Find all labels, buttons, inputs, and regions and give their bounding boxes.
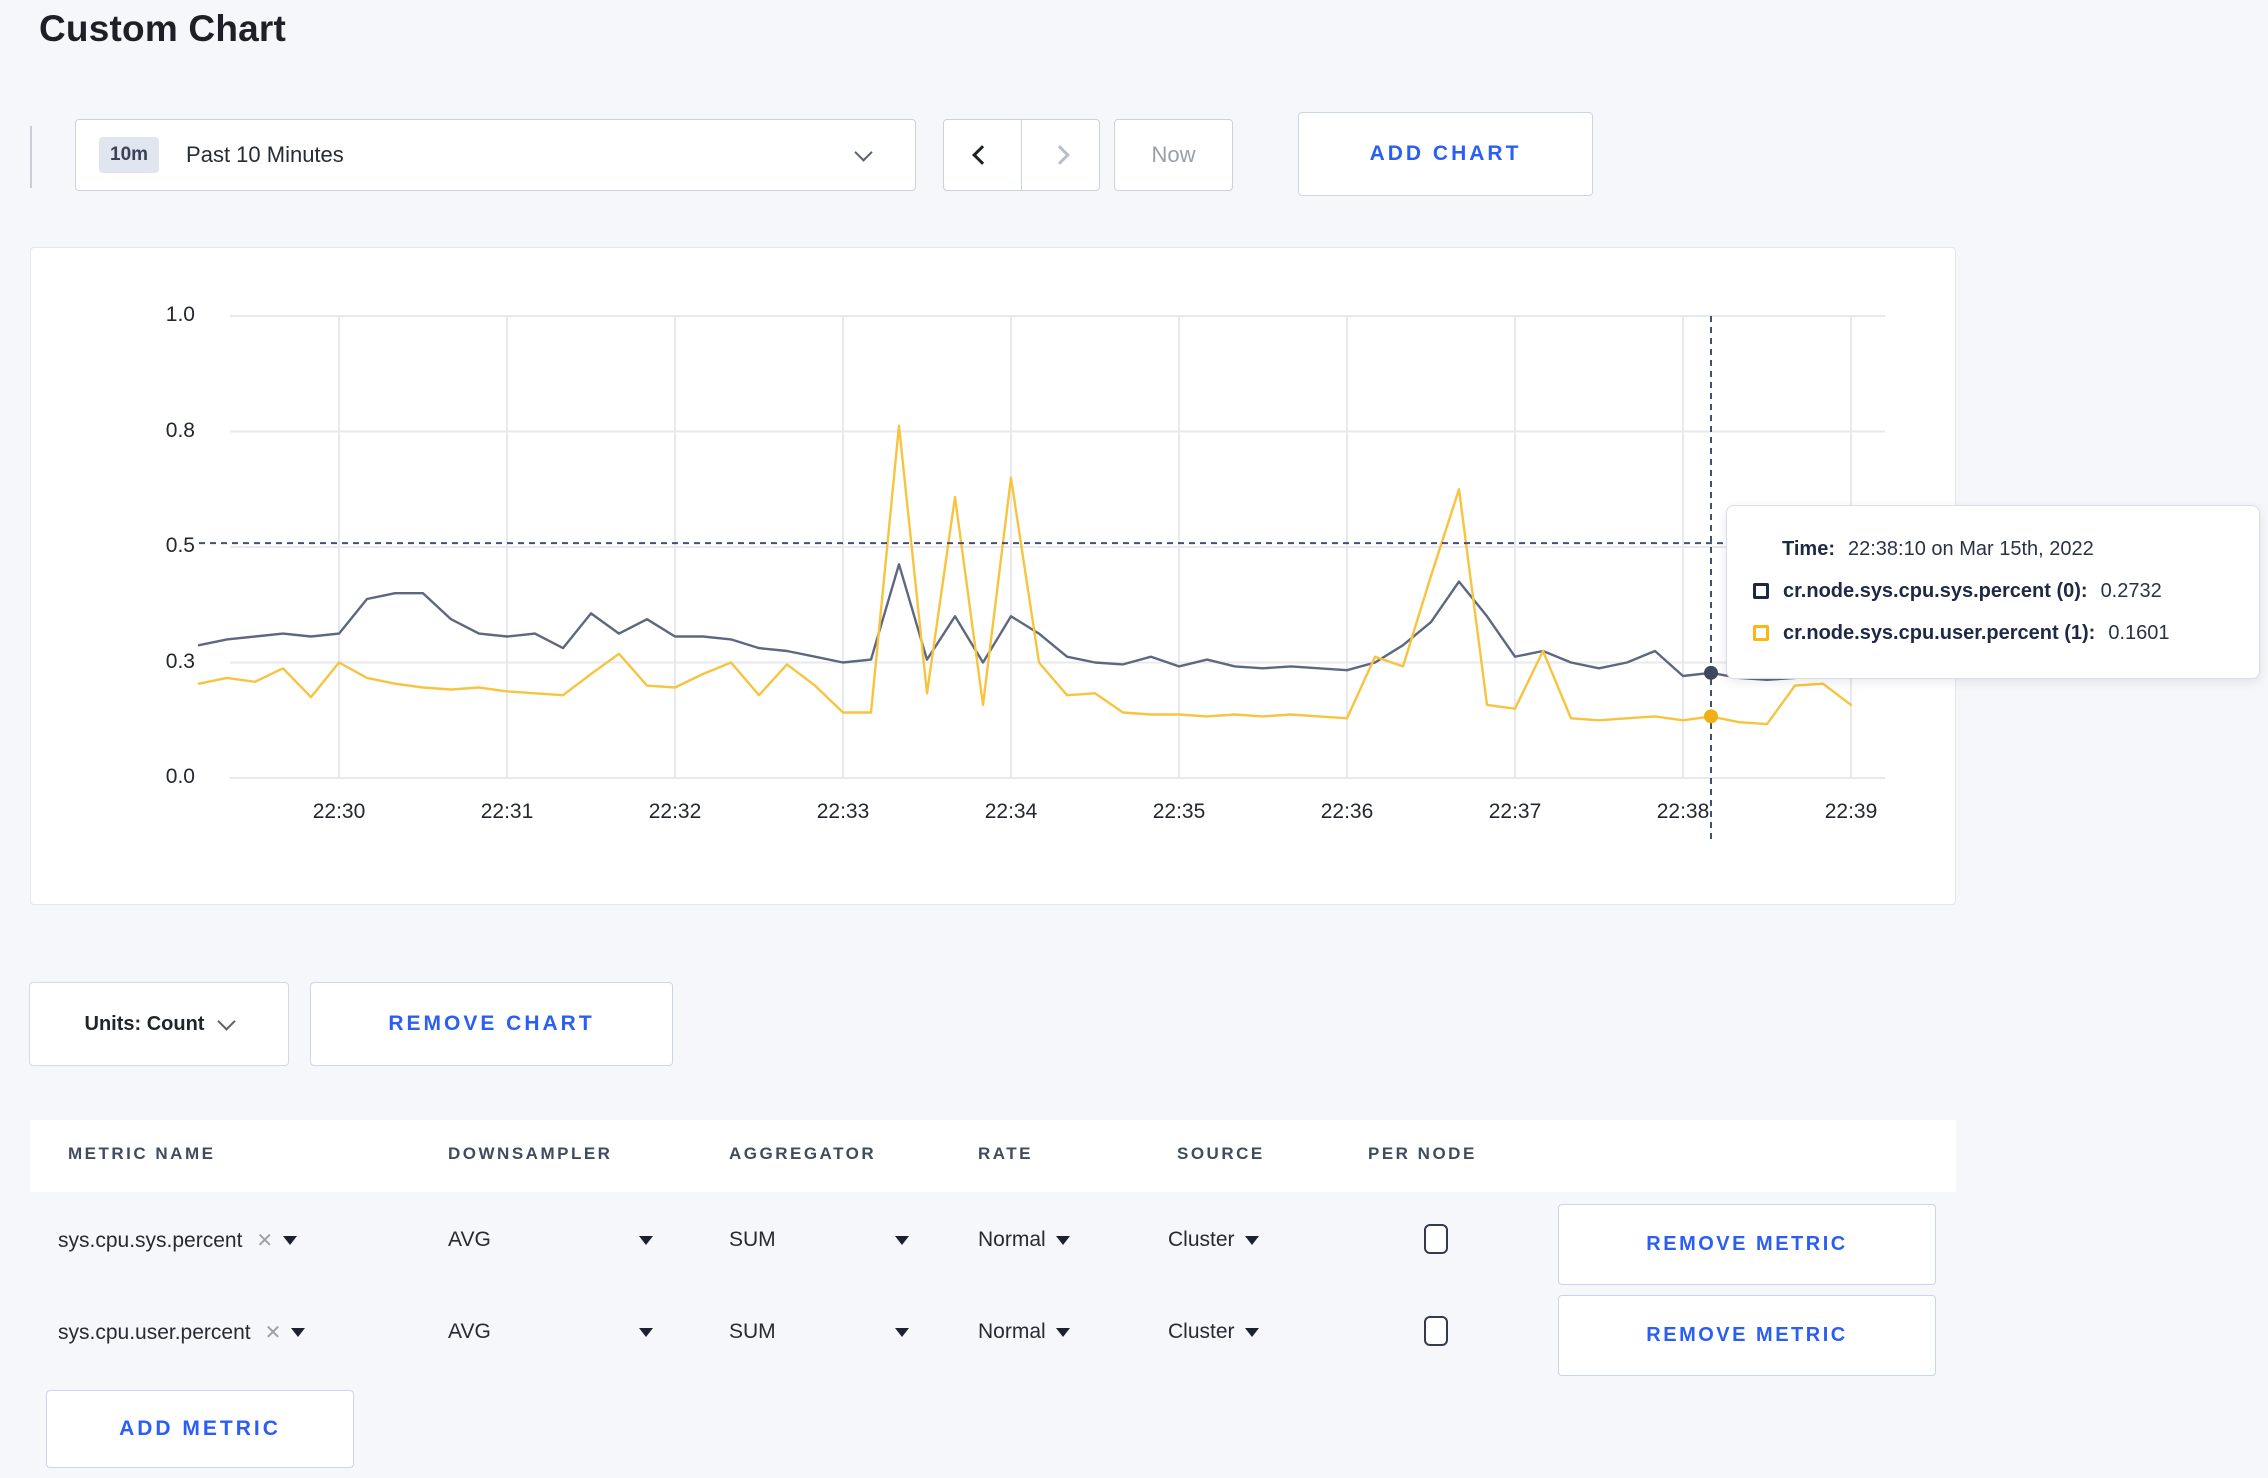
x-tick-label: 22:37 <box>1488 800 1542 823</box>
tooltip-series-user-label: cr.node.sys.cpu.user.percent (1): <box>1783 621 2096 644</box>
downsampler-value: AVG <box>448 1320 491 1343</box>
now-button[interactable]: Now <box>1114 119 1233 191</box>
add-chart-button[interactable]: ADD CHART <box>1298 112 1593 196</box>
aggregator-select[interactable]: SUM <box>729 1320 909 1344</box>
units-select-label: Units: Count <box>84 1012 205 1035</box>
col-source: SOURCE <box>1177 1144 1265 1163</box>
col-aggregator: AGGREGATOR <box>729 1144 877 1163</box>
caret-down-icon <box>291 1328 306 1337</box>
aggregator-value: SUM <box>729 1320 776 1343</box>
source-select[interactable]: Cluster <box>1168 1228 1259 1252</box>
downsampler-select[interactable]: AVG <box>448 1320 653 1344</box>
col-downsampler: DOWNSAMPLER <box>448 1144 613 1163</box>
next-range-button[interactable] <box>1021 119 1100 191</box>
aggregator-select[interactable]: SUM <box>729 1228 909 1252</box>
time-range-label: Past 10 Minutes <box>186 142 344 167</box>
y-tick-label: 0.3 <box>165 649 195 673</box>
x-tick-label: 22:38 <box>1656 800 1710 823</box>
page-title: Custom Chart <box>39 8 287 49</box>
caret-down-icon <box>1055 1235 1070 1245</box>
caret-down-icon <box>895 1327 909 1337</box>
x-tick-label: 22:31 <box>480 800 534 823</box>
time-range-badge: 10m <box>99 137 160 173</box>
caret-down-icon <box>1055 1327 1070 1337</box>
source-value: Cluster <box>1168 1228 1235 1251</box>
rate-value: Normal <box>978 1320 1046 1343</box>
metric-name-select[interactable]: sys.cpu.sys.percent ✕ <box>58 1228 298 1253</box>
remove-chart-button[interactable]: REMOVE CHART <box>310 982 673 1066</box>
time-range-nav <box>943 119 1100 191</box>
x-tick-label: 22:30 <box>312 800 366 823</box>
series-sys-legend-swatch <box>1753 583 1769 599</box>
remove-metric-button[interactable]: REMOVE METRIC <box>1558 1295 1936 1376</box>
toolbar-divider <box>30 126 32 188</box>
per-node-checkbox[interactable] <box>1424 1316 1448 1346</box>
y-tick-label: 0.5 <box>165 534 195 557</box>
prev-range-button[interactable] <box>943 119 1022 191</box>
downsampler-value: AVG <box>448 1228 491 1251</box>
metric-name-value: sys.cpu.user.percent <box>58 1320 251 1344</box>
caret-down-icon <box>283 1236 298 1245</box>
rate-value: Normal <box>978 1228 1046 1251</box>
rate-select[interactable]: Normal <box>978 1228 1070 1252</box>
x-tick-label: 22:36 <box>1320 800 1374 823</box>
x-tick-label: 22:32 <box>648 800 702 823</box>
clear-metric-icon[interactable]: ✕ <box>256 1230 274 1252</box>
x-tick-label: 22:34 <box>984 800 1038 823</box>
tooltip-time-label: Time: <box>1782 537 1835 560</box>
caret-down-icon <box>895 1235 909 1245</box>
aggregator-value: SUM <box>729 1228 776 1251</box>
y-tick-label: 0.8 <box>165 418 195 442</box>
tooltip-time-value: 22:38:10 on Mar 15th, 2022 <box>1847 537 2094 560</box>
remove-metric-button[interactable]: REMOVE METRIC <box>1558 1204 1936 1285</box>
rate-select[interactable]: Normal <box>978 1320 1070 1344</box>
caret-down-icon <box>1244 1327 1259 1337</box>
downsampler-select[interactable]: AVG <box>448 1228 653 1252</box>
per-node-checkbox[interactable] <box>1424 1224 1448 1254</box>
col-metric-name: METRIC NAME <box>68 1144 216 1163</box>
y-tick-label: 0.0 <box>165 765 195 788</box>
x-tick-label: 22:39 <box>1824 800 1878 823</box>
caret-down-icon <box>639 1327 653 1337</box>
time-range-select[interactable]: 10m Past 10 Minutes <box>75 119 916 191</box>
clear-metric-icon[interactable]: ✕ <box>264 1322 282 1344</box>
metric-name-select[interactable]: sys.cpu.user.percent ✕ <box>58 1320 306 1345</box>
source-select[interactable]: Cluster <box>1168 1320 1259 1344</box>
source-value: Cluster <box>1168 1320 1235 1343</box>
add-metric-button[interactable]: ADD METRIC <box>46 1390 354 1468</box>
tooltip-series-sys-value: 0.2732 <box>2100 579 2162 602</box>
chevron-right-icon <box>1050 145 1071 165</box>
chevron-left-icon <box>972 145 993 165</box>
col-rate: RATE <box>978 1144 1034 1163</box>
chevron-down-icon <box>217 1011 237 1031</box>
chart-tooltip: Time: 22:38:10 on Mar 15th, 2022 cr.node… <box>1726 505 2260 679</box>
x-tick-label: 22:35 <box>1152 800 1206 823</box>
caret-down-icon <box>639 1235 653 1245</box>
metric-name-value: sys.cpu.sys.percent <box>58 1228 243 1252</box>
units-select[interactable]: Units: Count <box>29 982 289 1066</box>
tooltip-series-user-value: 0.1601 <box>2108 621 2170 644</box>
chevron-down-icon <box>854 143 873 162</box>
series-user-legend-swatch <box>1753 625 1769 641</box>
x-tick-label: 22:33 <box>816 800 870 823</box>
caret-down-icon <box>1244 1235 1259 1245</box>
metrics-table-header: METRIC NAME DOWNSAMPLER AGGREGATOR RATE … <box>30 1120 1956 1192</box>
y-tick-label: 1.0 <box>165 303 195 326</box>
col-per-node: PER NODE <box>1368 1144 1477 1163</box>
tooltip-series-sys-label: cr.node.sys.cpu.sys.percent (0): <box>1783 579 2088 602</box>
